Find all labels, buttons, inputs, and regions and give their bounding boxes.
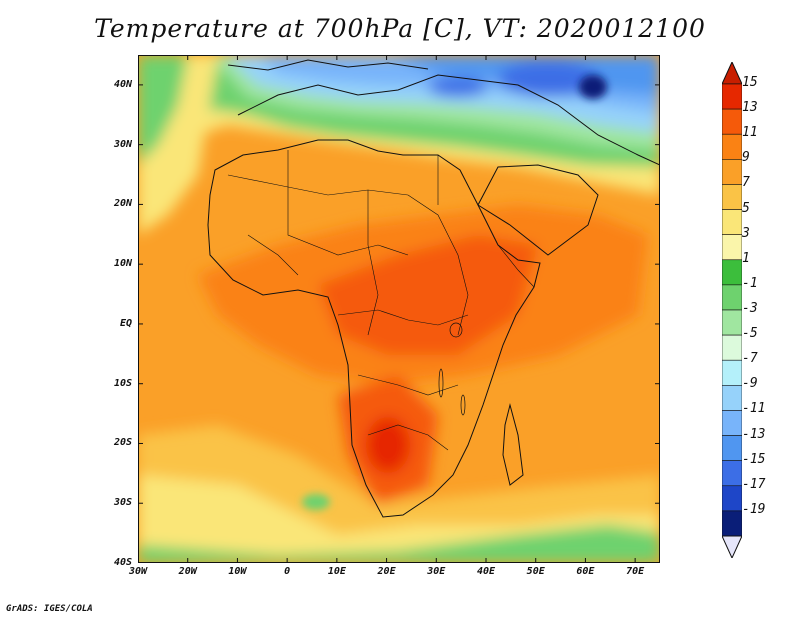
cold-core-center [579,75,607,99]
colorbar-top-arrow [722,62,742,85]
lat-tick-label: 40N [113,78,132,90]
colorbar-swatch [722,334,742,361]
colorbar-swatch [722,184,742,210]
lon-tick-label: 10W [228,566,247,577]
lat-tick-label: EQ [119,317,132,329]
europe-outline [227,59,429,71]
colorbar-swatch [722,209,742,235]
colorbar-swatch [722,435,742,461]
lon-tick-label: 10E [327,566,346,577]
west-green-strip [138,55,188,165]
colorbar [722,62,742,558]
country-borders [227,150,535,451]
colorbar-level-label: 15 [742,75,758,90]
colorbar-level-label: -13 [742,426,766,442]
colorbar-swatch [722,309,742,336]
band-15-core [366,417,410,473]
map-title: Temperature at 700hPa [C], VT: 202001210… [94,14,706,43]
colorbar-level-label: -9 [742,376,758,392]
colorbar-swatch [722,485,742,512]
lon-tick-label: 30E [427,566,446,577]
lakes [438,322,466,416]
lat-tick-label: 20N [113,198,132,210]
grads-credit: GrADS: IGES/COLA [6,604,93,614]
arabia-outline [477,164,599,256]
colorbar-swatch [722,284,742,311]
lat-tick-label: 10S [113,377,132,389]
colorbar-swatch [722,385,742,411]
colorbar-swatch [722,159,742,185]
colorbar-level-label: -5 [742,326,758,342]
colorbar-swatch [722,108,742,135]
coastlines [207,59,660,518]
lat-tick-label: 10N [113,258,132,270]
cool-patch-south-atlantic [302,494,330,510]
map-border [138,55,660,563]
colorbar-level-label: -15 [742,451,766,467]
lake-victoria [449,322,463,338]
colorbar-level-label: 3 [742,225,750,241]
madagascar-outline [502,403,524,486]
colorbar-level-label: -19 [742,501,766,517]
temperature-map [138,55,660,563]
lake-tanganyika [438,368,444,398]
lon-tick-label: 40E [476,566,496,577]
lat-tick-label: 30S [113,497,132,509]
lat-tick-label: 20S [113,437,132,449]
lat-tick-label: 40S [113,557,132,568]
cold-pool-mid [428,77,488,97]
colorbar-swatch [722,510,742,537]
colorbar-level-label: -7 [742,351,758,367]
lat-tick-label: 30N [113,138,132,150]
colorbar-level-label: 7 [742,175,750,191]
axis-ticks [138,55,660,563]
lon-tick-label: 20W [178,566,197,577]
lon-tick-label: 70E [626,566,645,577]
band-13-east [318,235,538,355]
colorbar-swatch [722,83,742,110]
colorbar-level-label: -11 [742,401,766,417]
colorbar-swatch [722,359,742,386]
lon-tick-label: 50E [526,566,545,577]
lon-tick-label: 0 [284,566,291,577]
north-coast-outline [237,74,660,166]
colorbar-level-label: 11 [742,125,758,141]
lake-malawi [460,394,466,416]
africa-outline [207,139,541,518]
colorbar-bottom-arrow [722,535,742,558]
colorbar-level-label: 1 [742,250,750,266]
colorbar-swatch [722,234,742,261]
colorbar-level-label: 13 [742,100,758,116]
lon-tick-label: 30W [128,566,148,577]
band-minus1-south [138,525,660,563]
lon-tick-label: 60E [576,566,595,577]
colorbar-level-label: -3 [742,301,758,316]
colorbar-swatch [722,259,742,286]
colorbar-level-label: 5 [742,200,750,216]
colorbar-swatch [722,133,742,160]
colorbar-level-label: -1 [742,275,758,291]
colorbar-swatch [722,460,742,487]
colorbar-level-label: -17 [742,476,766,492]
lon-tick-label: 20E [377,566,396,577]
colorbar-level-label: 9 [742,150,750,166]
map-plot-area [138,55,660,563]
colorbar-swatch [722,410,742,436]
